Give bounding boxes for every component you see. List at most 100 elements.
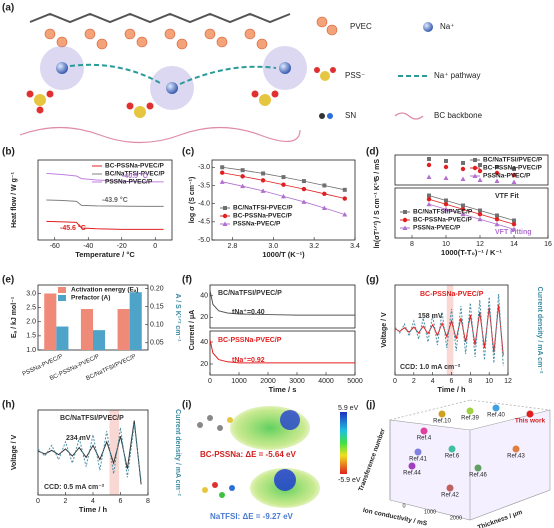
point [443, 202, 449, 207]
point [494, 170, 500, 176]
line [209, 290, 355, 316]
axis-tick-label: 0 [402, 503, 405, 509]
point [495, 165, 499, 169]
legend-label: BC/NaTFSI/PVEC/P [483, 157, 543, 164]
annotation: BC/NaTFSI/PVEC/P [218, 290, 282, 297]
y-tick-label: 1.5 [26, 333, 36, 340]
point [511, 179, 517, 184]
x-tick-label: 10 [442, 241, 450, 248]
y-axis-label: Heat flow / W g⁻¹ [11, 171, 18, 227]
y2-tick-label: 0.20 [150, 285, 164, 292]
y-tick-label: -3.5 [198, 182, 210, 189]
reference-point [474, 464, 482, 472]
point [260, 178, 266, 183]
annotation: -40.5 °C [122, 172, 148, 180]
annotation: VFT Fitting [495, 229, 532, 236]
point [261, 171, 266, 176]
colorbar-label: 5.9 eV [338, 405, 359, 412]
line [46, 199, 164, 207]
panel-a-illustration: PVEC Na⁺ PSS⁻ Na⁺ pathway SN BC backbone [19, 12, 483, 144]
x-tick-label: 4 [91, 498, 95, 505]
point [301, 186, 307, 192]
legend-label: Prefactor (A) [71, 295, 110, 302]
point [281, 193, 286, 199]
annotation: CCD: 1.0 mA cm⁻² [400, 364, 461, 371]
x-tick-label: 10 [485, 378, 493, 385]
point [477, 168, 483, 174]
legend-label: PSSNa-PVEC/P [233, 221, 281, 228]
line [394, 304, 504, 356]
point [460, 207, 466, 212]
plot-frame [394, 154, 549, 186]
reference-label: Ref.4 [417, 436, 432, 442]
binding-energy: NaTFSI: ΔE = -9.27 eV [210, 512, 294, 521]
x-axis-label: 1000/T (K⁻¹) [262, 250, 305, 259]
legend-marker [223, 206, 227, 210]
x-tick-label: 8 [146, 498, 150, 505]
reference-point [446, 484, 454, 492]
y2-axis-label: Current density / mA cm⁻² [536, 287, 543, 374]
y2-tick-label: 0.15 [150, 304, 164, 311]
bar [93, 330, 106, 350]
y-tick-label: 20 [200, 361, 208, 368]
line [428, 195, 515, 221]
reference-point [408, 462, 416, 470]
plot-frame [209, 284, 356, 329]
y-tick-label: 1.0 [26, 347, 36, 354]
x-tick-label: -40 [83, 243, 93, 250]
point [281, 182, 286, 187]
line [394, 293, 504, 367]
legend-marker [403, 210, 407, 214]
point [511, 222, 517, 227]
line [46, 220, 164, 230]
panel-label: (g) [366, 275, 379, 286]
point [512, 167, 516, 171]
y-tick-label: 40 [200, 339, 208, 346]
legend-label: BC/NaTFSI-PVEC/P [233, 205, 293, 212]
legend-label: PSSNa-PVEC/P [105, 179, 153, 186]
legend-label: BC backbone [434, 111, 483, 120]
bc-backbone [19, 126, 301, 144]
x-axis-label: Time / s [269, 385, 297, 394]
x-tick-label: 1000 [231, 378, 247, 385]
reference-label: Ref.41 [409, 457, 427, 463]
legend-label: PSSNa-PVEC/P [483, 173, 531, 180]
point [301, 199, 307, 204]
annotation: BC/NaTFSI/PVEC/P [60, 415, 124, 422]
point [443, 175, 449, 180]
point [321, 205, 327, 210]
legend-label: BC-PSSNa-PVEC/P [483, 165, 543, 172]
panel-label: (e) [2, 275, 14, 286]
y-axis-label: Voltage / V [11, 435, 18, 471]
x-tick-label: 3000 [289, 378, 305, 385]
panel-label: (b) [2, 147, 15, 158]
na-ions [56, 62, 291, 94]
reference-label: Ref.46 [469, 473, 487, 479]
bar [56, 326, 69, 350]
annotation: -45.6 °C [60, 224, 86, 232]
y2-tick-label: 0.10 [150, 322, 164, 329]
point [495, 213, 499, 218]
y2-tick-label: 0.05 [150, 340, 164, 347]
panel-label: (j) [366, 400, 375, 411]
point [512, 218, 516, 223]
point [426, 162, 432, 168]
point [322, 183, 327, 188]
legend-label: Activation energy (Eₐ) [71, 287, 138, 294]
x-tick-label: 8 [468, 378, 472, 385]
annotation: 158 mV [418, 313, 443, 320]
legend-marker [473, 158, 477, 162]
x-tick-label: 2 [412, 378, 416, 385]
y-axis-label: Eₐ / kJ mol⁻¹ [11, 296, 18, 338]
panel-label: (h) [2, 400, 15, 411]
reference-label: Ref.43 [507, 454, 525, 460]
legend-label: BC-PSSNa-PVEC/P [233, 213, 293, 220]
x-tick-label: 16 [544, 241, 552, 248]
x-tick-label: 4 [431, 378, 435, 385]
reference-label: This work [515, 418, 546, 425]
panel-label: (f) [182, 275, 192, 286]
reference-label: Ref.10 [433, 419, 451, 425]
reference-point [438, 410, 446, 418]
point [220, 170, 225, 175]
binding-energy: BC-PSSNa: ΔE = -5.64 eV [200, 450, 296, 459]
